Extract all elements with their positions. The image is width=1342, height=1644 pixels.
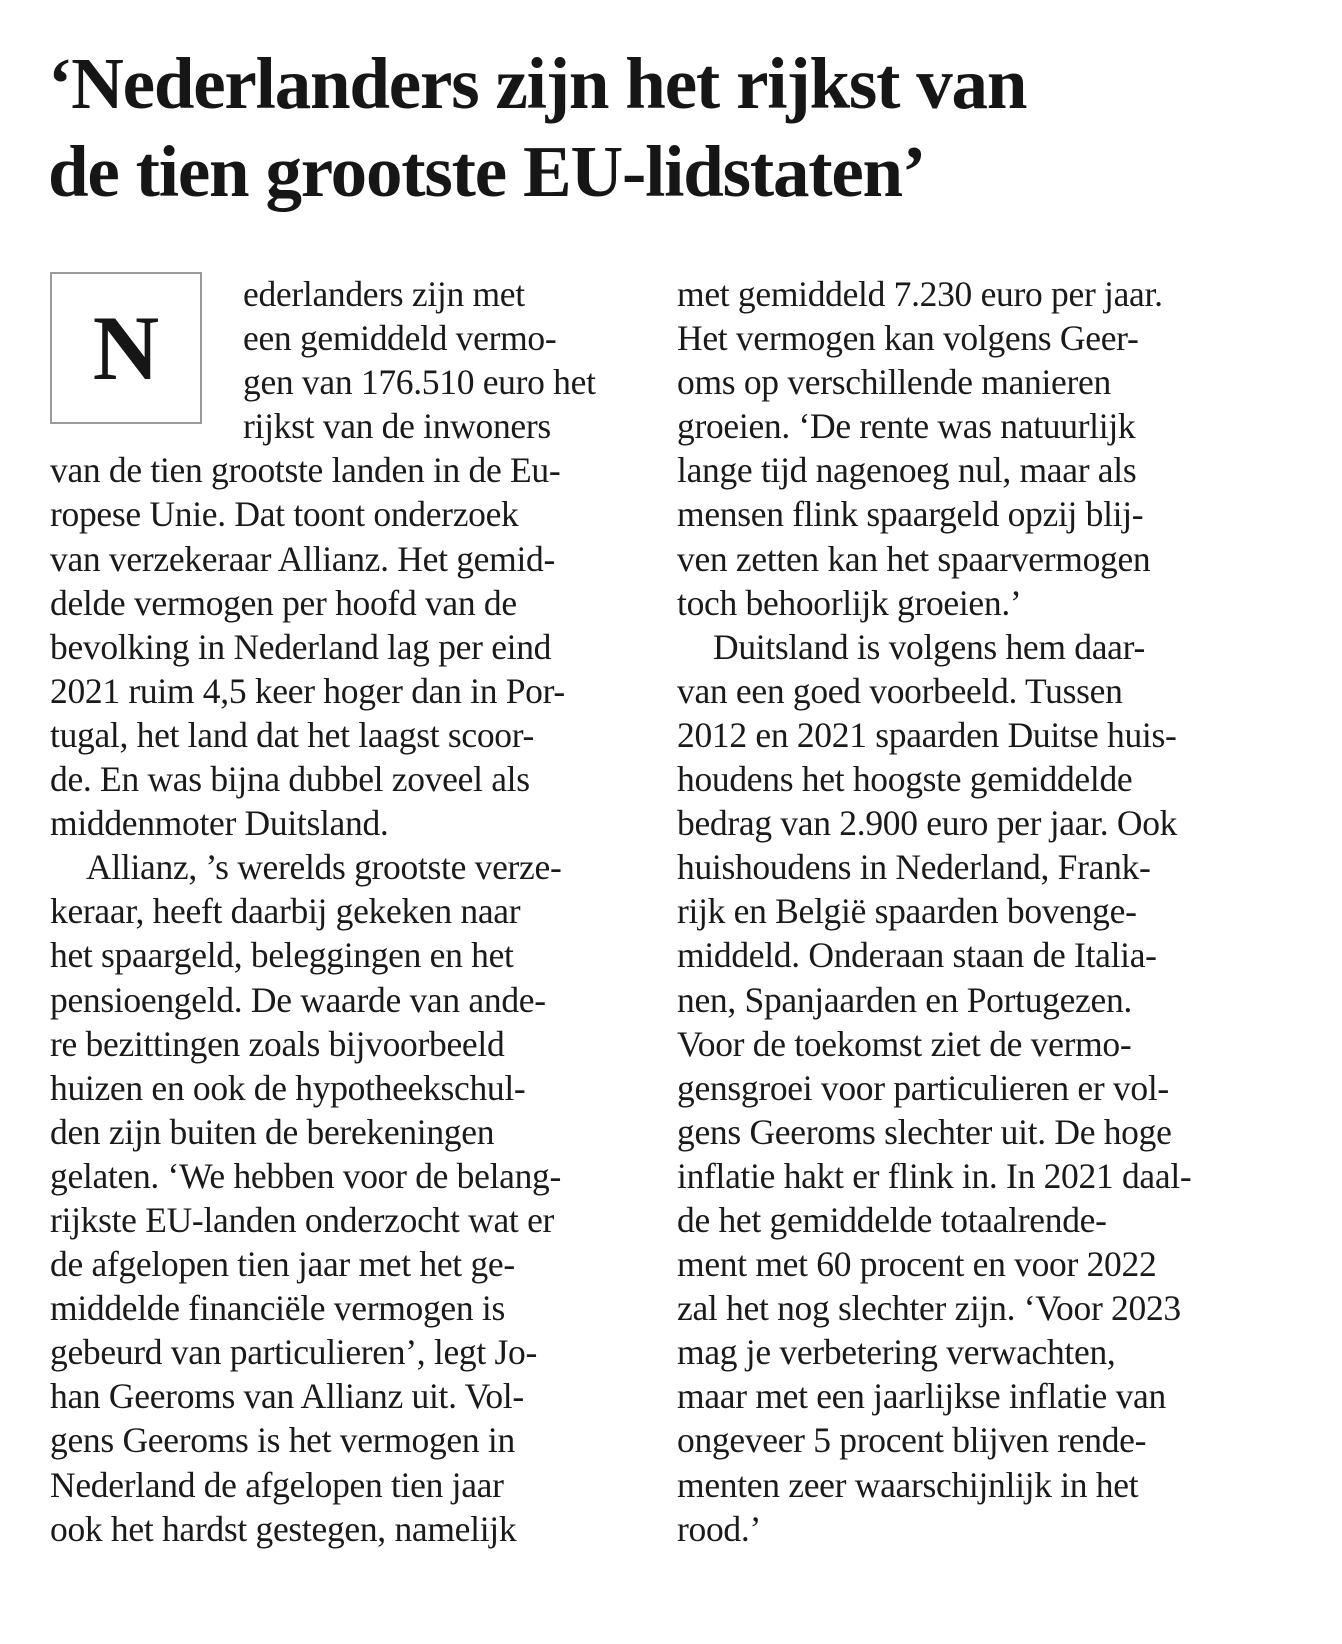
text-line: inflatie hakt er flink in. In 2021 daal-: [677, 1155, 1192, 1196]
text-line: de afgelopen tien jaar met het ge-: [50, 1244, 515, 1285]
text-line: gen van 176.510 euro het: [243, 362, 596, 403]
text-line: re bezittingen zoals bijvoorbeeld: [50, 1023, 505, 1064]
text-line: van verzekeraar Allianz. Het gemid-: [50, 538, 555, 579]
text-line: Voor de toekomst ziet de vermo-: [677, 1023, 1132, 1064]
text-line: rijkste EU-landen onderzocht wat er: [50, 1199, 555, 1240]
text-line: rijk en België spaarden bovenge-: [677, 891, 1137, 932]
text-line: ook het hardst gestegen, namelijk: [50, 1508, 517, 1549]
text-line: middenmoter Duitsland.: [50, 803, 389, 844]
text-line: ropese Unie. Dat toont onderzoek: [50, 494, 519, 535]
text-line: gens Geeroms slechter uit. De hoge: [677, 1111, 1172, 1152]
text-line: groeien. ‘De rente was natuurlijk: [677, 406, 1136, 447]
text-line: Nederland de afgelopen tien jaar: [50, 1464, 504, 1505]
text-line: gens Geeroms is het vermogen in: [50, 1420, 515, 1461]
text-line: de. En was bijna dubbel zoveel als: [50, 759, 530, 800]
text-line: Allianz, ’s werelds grootste verze-: [86, 847, 562, 888]
headline-line: de tien grootste EU-lidstaten’: [48, 131, 926, 212]
text-line: toch behoorlijk groeien.’: [677, 582, 1022, 623]
text-line: 2021 ruim 4,5 keer hoger dan in Por-: [50, 670, 565, 711]
text-line: oms op verschillende manieren: [677, 362, 1111, 403]
text-line: middelde financiële vermogen is: [50, 1288, 505, 1329]
text-line: han Geeroms van Allianz uit. Vol-: [50, 1376, 524, 1417]
text-line: 2012 en 2021 spaarden Duitse huis-: [677, 714, 1177, 755]
text-line: delde vermogen per hoofd van de: [50, 582, 517, 623]
text-line: met gemiddeld 7.230 euro per jaar.: [677, 274, 1163, 314]
article-column-left: ederlanders zijn met een gemiddeld vermo-…: [50, 266, 630, 1551]
text-line: huishoudens in Nederland, Frank-: [677, 847, 1151, 888]
text-line: bevolking in Nederland lag per eind: [50, 626, 552, 667]
text-line: den zijn buiten de berekeningen: [50, 1111, 495, 1152]
text-line: ongeveer 5 procent blijven rende-: [677, 1420, 1147, 1461]
text-line: gebeurd van particulieren’, legt Jo-: [50, 1332, 537, 1373]
text-line: lange tijd nagenoeg nul, maar als: [677, 450, 1137, 491]
text-line: ment met 60 procent en voor 2022: [677, 1244, 1157, 1285]
text-line: gelaten. ‘We hebben voor de belang-: [50, 1155, 562, 1196]
headline: ‘Nederlanders zijn het rijkst van de tie…: [48, 40, 1308, 216]
text-line: rijkst van de inwoners: [243, 406, 551, 447]
text-line: keraar, heeft daarbij gekeken naar: [50, 891, 521, 932]
article-column-right: met gemiddeld 7.230 euro per jaar. Het ve…: [677, 266, 1257, 1551]
text-line: ederlanders zijn met: [243, 274, 525, 314]
text-line: houdens het hoogste gemiddelde: [677, 759, 1133, 800]
text-line: huizen en ook de hypotheekschul-: [50, 1067, 526, 1108]
text-line: bedrag van 2.900 euro per jaar. Ook: [677, 803, 1178, 844]
drop-cap: N: [50, 272, 202, 424]
text-line: pensioengeld. De waarde van ande-: [50, 979, 546, 1020]
text-line: rood.’: [677, 1508, 761, 1549]
headline-line: ‘Nederlanders zijn het rijkst van: [48, 43, 1027, 124]
text-line: zal het nog slechter zijn. ‘Voor 2023: [677, 1288, 1181, 1329]
text-line: Het vermogen kan volgens Geer-: [677, 318, 1139, 359]
text-line: Duitsland is volgens hem daar-: [713, 626, 1145, 667]
text-line: nen, Spanjaarden en Portugezen.: [677, 979, 1132, 1020]
text-line: het spaargeld, beleggingen en het: [50, 935, 514, 976]
text-line: menten zeer waarschijnlijk in het: [677, 1464, 1139, 1505]
text-line: de het gemiddelde totaalrende-: [677, 1199, 1107, 1240]
text-line: middeld. Onderaan staan de Italia-: [677, 935, 1157, 976]
text-line: ven zetten kan het spaarvermogen: [677, 538, 1151, 579]
text-line: gensgroei voor particulieren er vol-: [677, 1067, 1169, 1108]
text-line: tugal, het land dat het laagst scoor-: [50, 714, 535, 755]
text-line: mag je verbetering verwachten,: [677, 1332, 1116, 1373]
text-line: maar met een jaarlijkse inflatie van: [677, 1376, 1166, 1417]
text-line: een gemiddeld vermo-: [243, 318, 557, 359]
text-line: van de tien grootste landen in de Eu-: [50, 450, 561, 491]
text-line: mensen flink spaargeld opzij blij-: [677, 494, 1144, 535]
text-line: van een goed voorbeeld. Tussen: [677, 670, 1123, 711]
